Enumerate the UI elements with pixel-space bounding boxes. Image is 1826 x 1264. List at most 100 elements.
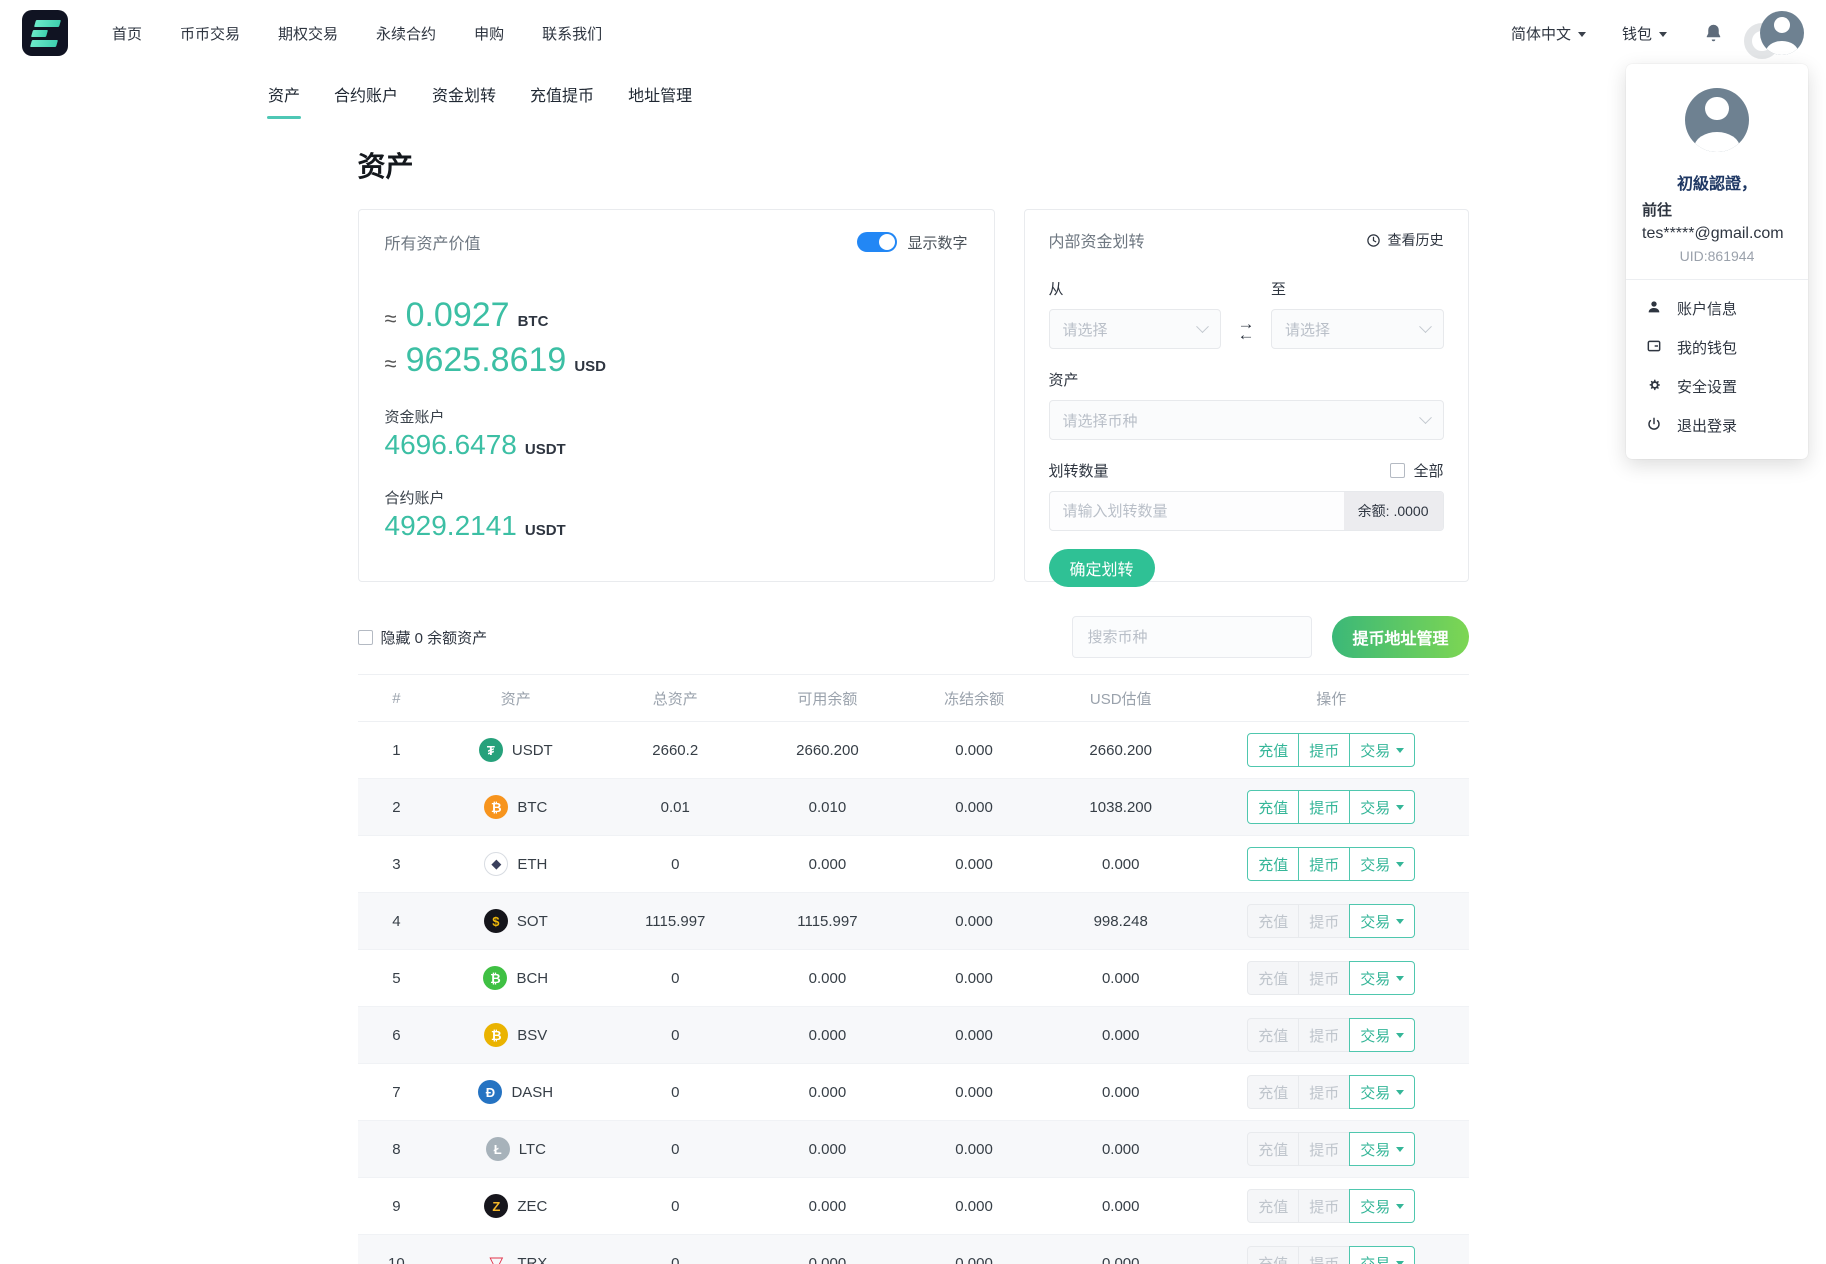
coin-cell: ₿ BSV xyxy=(435,1023,596,1047)
panel-menu-安全设置[interactable]: 安全设置 xyxy=(1642,367,1792,406)
trade-button[interactable]: 交易 xyxy=(1349,1018,1416,1052)
trade-button[interactable]: 交易 xyxy=(1349,790,1416,824)
panel-menu-我的钱包[interactable]: 我的钱包 xyxy=(1642,328,1792,367)
hide-zero-checkbox[interactable] xyxy=(357,629,373,645)
all-checkbox[interactable] xyxy=(1390,463,1406,478)
deposit-button[interactable]: 充值 xyxy=(1247,733,1300,767)
panel-menu-账户信息[interactable]: 账户信息 xyxy=(1642,289,1792,328)
usd-value: 2660.200 xyxy=(1089,741,1152,759)
zec-coin-icon: Z xyxy=(484,1194,509,1218)
tab-充值提币[interactable]: 充值提币 xyxy=(530,88,595,105)
total-assets: 0 xyxy=(671,1197,680,1215)
nav-item[interactable]: 申购 xyxy=(474,25,505,43)
withdraw-button[interactable]: 提币 xyxy=(1298,790,1351,824)
coin-cell: Đ DASH xyxy=(435,1080,596,1104)
withdraw-button[interactable]: 提币 xyxy=(1298,733,1351,767)
assets-value-card: 所有资产价值 显示数字 ≈ 0.0927 BTC ≈ 9625.8619 USD… xyxy=(357,209,995,582)
frozen-balance: 0.000 xyxy=(955,969,993,987)
chevron-down-icon xyxy=(1418,410,1432,424)
available-balance: 0.000 xyxy=(808,1254,847,1264)
tab-资金划转[interactable]: 资金划转 xyxy=(432,88,497,105)
brand-logo[interactable] xyxy=(22,10,68,56)
deposit-button[interactable]: 充值 xyxy=(1247,847,1300,881)
notifications-bell-icon[interactable] xyxy=(1703,23,1724,44)
transfer-amount-input[interactable] xyxy=(1049,492,1344,530)
trade-button[interactable]: 交易 xyxy=(1349,733,1416,767)
chevron-down-icon xyxy=(1196,319,1209,333)
nav-item[interactable]: 币币交易 xyxy=(180,25,241,43)
usd-value: 0.000 xyxy=(1101,1026,1140,1044)
table-row: 7 Đ DASH 0 0.000 0.000 0.000 充值 提币 交易 xyxy=(357,1064,1469,1121)
account-label: 资金账户 xyxy=(384,409,445,426)
view-history-link[interactable]: 查看历史 xyxy=(1366,230,1444,250)
deposit-button[interactable]: 充值 xyxy=(1247,790,1300,824)
available-balance: 0.000 xyxy=(808,855,847,873)
coin-cell: ◆ ETH xyxy=(435,852,596,876)
frozen-balance: 0.000 xyxy=(955,1140,993,1158)
available-balance: 0.000 xyxy=(808,1083,847,1101)
logo-bar xyxy=(30,29,49,37)
transfer-all-control: 全部 xyxy=(1390,460,1444,481)
language-selector[interactable]: 简体中文 xyxy=(1511,23,1586,44)
withdraw-button[interactable]: 提币 xyxy=(1298,847,1351,881)
nav-item[interactable]: 永续合约 xyxy=(376,25,437,43)
tab-合约账户[interactable]: 合约账户 xyxy=(334,88,399,105)
nav-item[interactable]: 联系我们 xyxy=(542,25,603,43)
trade-button[interactable]: 交易 xyxy=(1349,961,1416,995)
usd-value: 0.000 xyxy=(1101,855,1140,873)
coin-cell: Ł LTC xyxy=(435,1137,596,1161)
from-account-select[interactable]: 请选择 xyxy=(1048,309,1221,349)
table-row: 10 ▽ TRX 0 0.000 0.000 0.000 充值 提币 交易 xyxy=(357,1235,1469,1264)
trade-button[interactable]: 交易 xyxy=(1349,1132,1416,1166)
panel-menu-退出登录[interactable]: 退出登录 xyxy=(1642,406,1792,445)
wallet-subnav: 资产 合约账户 资金划转 充值提币 地址管理 xyxy=(0,66,1826,119)
table-row: 6 ₿ BSV 0 0.000 0.000 0.000 充值 提币 交易 xyxy=(357,1007,1469,1064)
caret-down-icon xyxy=(1396,975,1405,981)
swap-direction-icon[interactable] xyxy=(1221,309,1271,349)
user-avatar[interactable] xyxy=(1760,11,1804,55)
asset-select[interactable]: 请选择币种 xyxy=(1048,400,1444,440)
caret-down-icon xyxy=(1396,1203,1405,1209)
available-balance: 0.000 xyxy=(808,1140,847,1158)
coin-cell: ₿ BCH xyxy=(435,966,596,990)
col-header: # xyxy=(392,689,401,707)
coin-name: TRX xyxy=(517,1254,548,1264)
show-numbers-control: 显示数字 xyxy=(857,232,968,253)
trade-button[interactable]: 交易 xyxy=(1349,1246,1416,1264)
page-title: 资产 xyxy=(357,151,414,182)
coin-name: USDT xyxy=(511,741,553,759)
nav-item[interactable]: 期权交易 xyxy=(278,25,339,43)
btc-total-value: 0.0927 xyxy=(405,296,510,334)
bch-coin-icon: ₿ xyxy=(483,966,508,990)
total-assets: 0 xyxy=(671,1026,680,1044)
goto-label: 前往 xyxy=(1642,202,1673,219)
row-index: 5 xyxy=(392,969,401,987)
coin-name: BCH xyxy=(516,969,549,987)
panel-menu-label: 账户信息 xyxy=(1677,301,1738,318)
nav-item[interactable]: 首页 xyxy=(112,25,143,43)
row-actions: 充值 提币 交易 xyxy=(1194,904,1468,938)
row-index: 1 xyxy=(392,741,401,759)
table-row: 5 ₿ BCH 0 0.000 0.000 0.000 充值 提币 交易 xyxy=(357,950,1469,1007)
user-email: tes*****@gmail.com xyxy=(1642,225,1784,242)
confirm-transfer-button[interactable]: 确定划转 xyxy=(1048,549,1155,587)
trade-button[interactable]: 交易 xyxy=(1349,847,1416,881)
wallet-menu[interactable]: 钱包 xyxy=(1622,23,1667,44)
show-numbers-toggle[interactable] xyxy=(857,232,898,252)
trade-button[interactable]: 交易 xyxy=(1349,1189,1416,1223)
table-row: 4 $ SOT 1115.997 1115.997 0.000 998.248 充值 提币 交易 xyxy=(357,893,1469,950)
ltc-coin-icon: Ł xyxy=(485,1137,510,1161)
coin-name: BSV xyxy=(517,1026,548,1044)
to-account-select[interactable]: 请选择 xyxy=(1271,309,1444,349)
trade-button[interactable]: 交易 xyxy=(1349,904,1416,938)
btc-coin-icon: ₿ xyxy=(484,795,509,819)
tab-地址管理[interactable]: 地址管理 xyxy=(628,88,693,105)
gear-icon xyxy=(1646,377,1662,397)
frozen-balance: 0.000 xyxy=(955,1026,993,1044)
withdraw-address-button[interactable]: 提币地址管理 xyxy=(1332,616,1469,658)
col-header: 冻结余额 xyxy=(944,690,1005,708)
tab-资产[interactable]: 资产 xyxy=(268,82,300,119)
search-coin-input[interactable] xyxy=(1072,616,1313,658)
table-row: 1 ₮ USDT 2660.2 2660.200 0.000 2660.200 充值 提币 交易 xyxy=(357,722,1469,779)
trade-button[interactable]: 交易 xyxy=(1349,1075,1416,1109)
